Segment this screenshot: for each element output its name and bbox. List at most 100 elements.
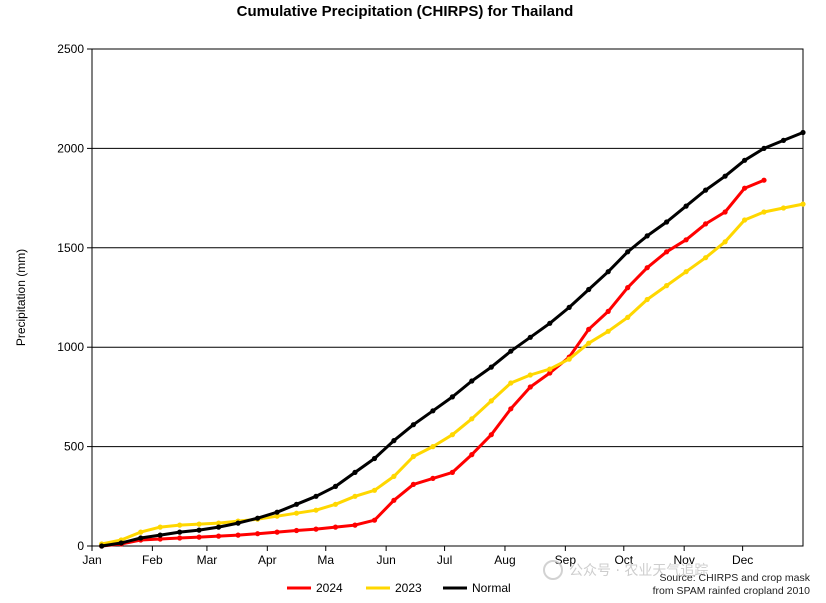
data-point (664, 219, 670, 225)
x-tick-label: Apr (258, 553, 277, 567)
data-point (488, 432, 494, 438)
x-tick-label: Nov (674, 553, 695, 567)
data-point (216, 533, 222, 539)
data-point (430, 475, 436, 481)
gridlines (92, 147, 803, 448)
data-point (352, 493, 358, 499)
data-point (449, 469, 455, 475)
data-point (547, 320, 553, 326)
data-point (780, 137, 787, 143)
x-tick-label: Aug (494, 553, 515, 567)
data-point (371, 455, 378, 462)
data-point (527, 372, 533, 378)
data-point (293, 501, 300, 507)
data-point (761, 145, 767, 151)
data-point (703, 187, 709, 193)
data-point (742, 217, 748, 223)
x-tick-label: Jun (376, 553, 395, 567)
y-tick-label: 2500 (57, 42, 84, 56)
y-tick-label: 500 (64, 440, 84, 454)
data-point (722, 239, 728, 245)
x-tick-label: Jan (82, 553, 101, 567)
data-point (469, 452, 475, 458)
data-point (780, 205, 787, 211)
data-point (547, 370, 553, 376)
data-point (722, 209, 728, 215)
data-point (430, 408, 436, 414)
data-point (566, 356, 572, 362)
source-annotation-line-1: Source: CHIRPS and crop mask (659, 572, 810, 584)
data-point (274, 529, 280, 535)
data-point (586, 286, 592, 293)
y-axis-ticks: 0 500 1000 1500 2000 2500 (57, 42, 92, 553)
data-point (703, 255, 709, 261)
series-line-normal (100, 131, 805, 548)
data-point (332, 483, 339, 489)
data-point (216, 520, 222, 526)
series-normal (99, 129, 806, 549)
source-annotation-line-2: from SPAM rainfed cropland 2010 (653, 585, 811, 597)
data-point (605, 308, 611, 314)
data-point (722, 173, 728, 179)
data-point (761, 177, 767, 183)
data-point (293, 527, 300, 534)
data-point (469, 416, 475, 422)
data-point (605, 269, 611, 275)
x-tick-label: Feb (142, 553, 163, 567)
data-point (742, 185, 748, 191)
series-2024 (99, 177, 767, 549)
legend-item-normal: Normal (443, 581, 511, 595)
data-point (274, 513, 280, 519)
data-point (683, 269, 689, 275)
data-point (313, 493, 319, 499)
data-point (177, 535, 183, 541)
data-point (196, 521, 202, 527)
data-point (371, 517, 378, 523)
legend-label: 2024 (316, 581, 343, 595)
data-point (664, 249, 670, 255)
data-point (391, 497, 397, 503)
data-point (177, 522, 183, 528)
series-lines (99, 129, 806, 549)
data-point (313, 526, 319, 532)
series-line-2024 (100, 178, 766, 548)
legend: 2024 2023 Normal (287, 581, 511, 595)
data-point (644, 265, 650, 271)
data-point (469, 378, 475, 384)
data-point (255, 515, 261, 521)
wechat-icon (543, 560, 563, 580)
data-point (527, 334, 533, 340)
legend-item-2024: 2024 (287, 581, 343, 595)
data-point (625, 285, 631, 291)
x-tick-label: Mar (197, 553, 218, 567)
data-point (508, 406, 514, 412)
data-point (586, 326, 592, 332)
data-point (235, 520, 241, 526)
x-axis-ticks: Jan Feb Mar Apr Ma Jun Jul Aug Sep Oct Nov Dec (82, 546, 753, 567)
plot-frame (91, 48, 804, 547)
data-point (547, 366, 553, 372)
data-point (625, 249, 631, 255)
data-point (508, 348, 514, 354)
series-line-2023 (100, 202, 805, 546)
x-tick-label: Dec (732, 553, 753, 567)
data-point (391, 473, 397, 479)
data-point (586, 340, 592, 346)
data-point (449, 432, 455, 438)
data-point (352, 469, 358, 475)
data-point (157, 524, 163, 530)
data-point (410, 422, 416, 428)
y-tick-label: 0 (77, 539, 84, 553)
data-point (293, 510, 300, 516)
data-point (742, 157, 748, 163)
data-point (488, 398, 494, 404)
data-point (683, 203, 689, 209)
data-point (216, 524, 222, 530)
data-point (508, 380, 514, 386)
data-point (664, 283, 670, 289)
data-point (800, 129, 806, 136)
data-point (157, 532, 163, 538)
x-tick-label: Oct (614, 553, 633, 567)
watermark: 公众号 · 农业天气追踪 (543, 560, 708, 580)
y-tick-label: 2000 (57, 141, 84, 155)
